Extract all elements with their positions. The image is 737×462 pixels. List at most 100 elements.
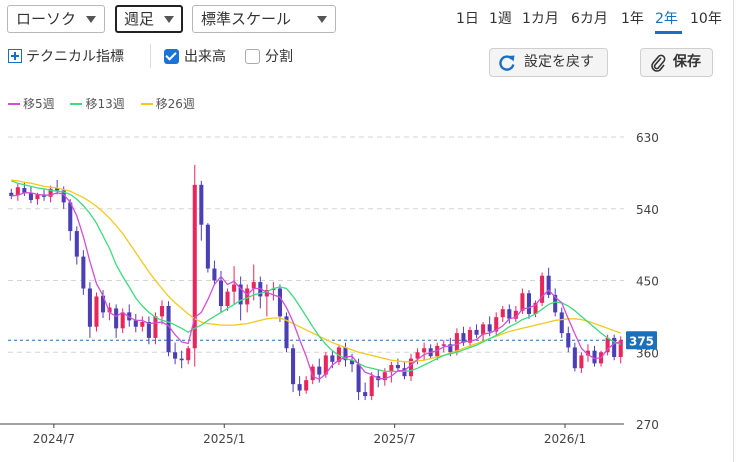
candle-body xyxy=(146,321,151,338)
candle-body xyxy=(35,194,40,200)
candle-body xyxy=(179,358,184,361)
candle-body xyxy=(612,337,617,358)
candle-body xyxy=(481,324,486,335)
period-2y[interactable]: 2年 xyxy=(655,11,678,27)
split-checkbox[interactable]: 分割 xyxy=(245,46,293,66)
candle-body xyxy=(100,295,106,313)
paperclip-icon xyxy=(651,54,666,72)
candle-body xyxy=(343,347,348,361)
candle-body xyxy=(304,380,309,391)
period-6m[interactable]: 6カ月 xyxy=(571,11,608,27)
scrollbar-track xyxy=(733,0,737,462)
candle-body xyxy=(74,231,79,257)
chevron-down-icon xyxy=(86,16,96,23)
candle-body xyxy=(61,190,66,203)
candle-body xyxy=(251,282,256,289)
candle-body xyxy=(68,202,73,232)
candle-body xyxy=(232,284,237,292)
split-label: 分割 xyxy=(265,49,293,65)
candle-body xyxy=(559,312,564,334)
candle-body xyxy=(356,364,361,393)
candle-body xyxy=(186,348,191,361)
candle-body xyxy=(81,256,86,289)
candle-body xyxy=(382,372,387,381)
y-tick-label: 450 xyxy=(636,275,659,289)
candle-body xyxy=(363,392,368,397)
y-tick-label: 360 xyxy=(636,346,659,360)
chevron-down-icon xyxy=(317,16,327,23)
candle-body xyxy=(245,288,250,305)
candle-body xyxy=(258,282,263,297)
technical-indicators-toggle[interactable]: テクニカル指標 xyxy=(8,46,124,68)
candle-body xyxy=(415,352,420,359)
candle-body xyxy=(15,187,20,196)
period-1w[interactable]: 1週 xyxy=(489,11,512,27)
scale-select[interactable]: 標準スケール xyxy=(192,5,336,33)
candle-body xyxy=(389,365,394,373)
candle-body xyxy=(579,355,584,369)
candle-body xyxy=(317,366,322,375)
x-tick-label: 2026/1 xyxy=(544,432,586,446)
candle-body xyxy=(546,275,551,295)
ma26-line xyxy=(11,179,621,363)
candle-body xyxy=(310,366,315,381)
interval-value: 週足 xyxy=(124,10,155,28)
period-1m[interactable]: 1カ月 xyxy=(522,11,559,27)
candle-body xyxy=(173,352,178,359)
candle-body xyxy=(323,355,328,375)
ma-legend: 移5週 移13週 移26週 xyxy=(8,95,207,112)
candle-body xyxy=(291,348,296,385)
candle-body xyxy=(618,340,623,358)
candle-body xyxy=(271,288,276,291)
candle-body xyxy=(22,188,27,193)
candle-body xyxy=(107,307,112,313)
candle-body xyxy=(192,184,197,349)
candle-body xyxy=(507,309,512,319)
reset-label: 設定を戻す xyxy=(524,54,594,70)
candle-body xyxy=(48,188,53,197)
candle-body xyxy=(350,360,355,365)
candle-body xyxy=(474,329,479,335)
refresh-icon xyxy=(499,55,515,71)
interval-select[interactable]: 週足 xyxy=(115,5,183,33)
candle-body xyxy=(526,293,532,314)
candle-body xyxy=(297,384,302,391)
candle-body xyxy=(87,288,92,327)
checkbox-empty-icon xyxy=(245,49,260,64)
ma5-line xyxy=(11,192,621,381)
legend-item-ma26: 移26週 xyxy=(140,95,195,112)
reset-settings-button[interactable]: 設定を戻す xyxy=(489,48,608,77)
y-tick-label: 540 xyxy=(636,203,659,217)
candle-body xyxy=(487,324,492,332)
x-tick-label: 2024/7 xyxy=(33,432,75,446)
chart-type-select[interactable]: ローソク xyxy=(7,5,105,33)
candle-body xyxy=(218,280,224,307)
legend-item-ma13: 移13週 xyxy=(70,95,125,112)
volume-label: 出来高 xyxy=(184,49,226,65)
candle-body xyxy=(448,344,453,353)
candle-body xyxy=(153,316,158,338)
candle-body xyxy=(408,358,414,377)
scale-value: 標準スケール xyxy=(201,10,292,28)
candle-body xyxy=(553,294,558,313)
candle-body xyxy=(133,320,138,327)
x-tick-label: 2025/7 xyxy=(374,432,416,446)
divider xyxy=(150,44,151,68)
period-1d[interactable]: 1日 xyxy=(456,11,479,27)
candle-body xyxy=(540,275,545,303)
candle-body xyxy=(159,306,165,317)
candle-body xyxy=(494,317,499,332)
candle-body xyxy=(533,302,538,314)
candle-body xyxy=(520,293,525,311)
period-10y[interactable]: 10年 xyxy=(690,11,722,27)
y-tick-label: 270 xyxy=(636,418,659,432)
active-period-underline xyxy=(655,31,682,34)
candle-body xyxy=(55,188,60,191)
period-1y[interactable]: 1年 xyxy=(621,11,644,27)
save-button[interactable]: 保存 xyxy=(640,48,713,77)
candle-body xyxy=(605,337,610,353)
checkbox-checked-icon xyxy=(164,49,179,64)
volume-checkbox[interactable]: 出来高 xyxy=(164,46,226,66)
candle-body xyxy=(28,192,33,200)
